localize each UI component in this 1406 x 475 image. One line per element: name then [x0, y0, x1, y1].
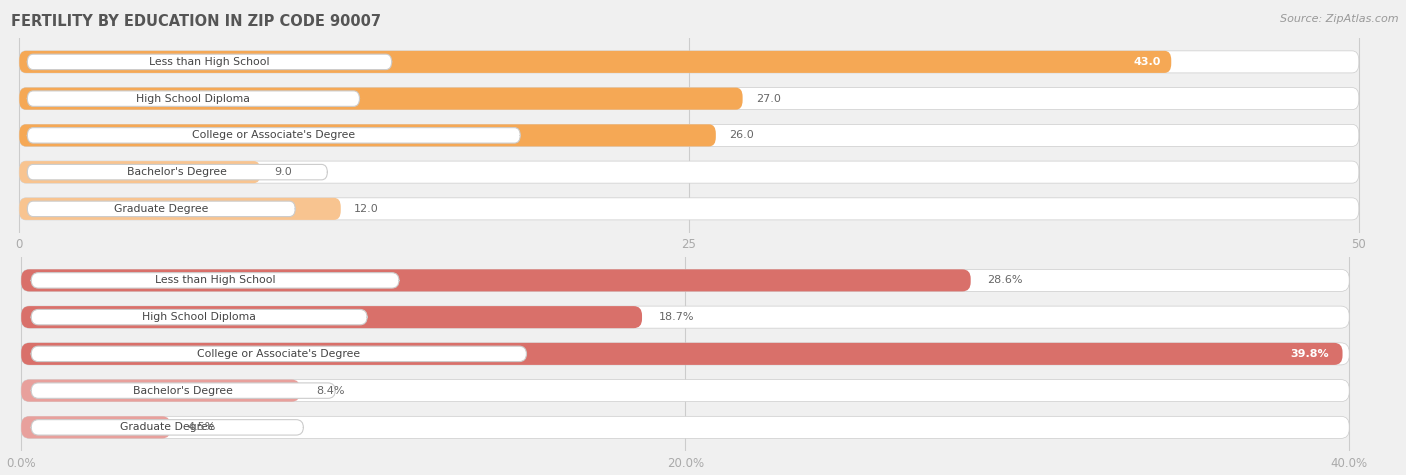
FancyBboxPatch shape	[21, 380, 1350, 402]
Text: 26.0: 26.0	[730, 130, 754, 141]
FancyBboxPatch shape	[21, 306, 1350, 328]
FancyBboxPatch shape	[20, 87, 742, 110]
FancyBboxPatch shape	[20, 124, 716, 146]
FancyBboxPatch shape	[20, 161, 1358, 183]
FancyBboxPatch shape	[21, 417, 1350, 438]
Text: 12.0: 12.0	[354, 204, 378, 214]
FancyBboxPatch shape	[31, 346, 526, 361]
FancyBboxPatch shape	[20, 198, 340, 220]
Text: 18.7%: 18.7%	[658, 312, 695, 322]
FancyBboxPatch shape	[27, 164, 328, 180]
FancyBboxPatch shape	[21, 343, 1343, 365]
Text: 43.0: 43.0	[1133, 57, 1160, 67]
Text: College or Associate's Degree: College or Associate's Degree	[193, 130, 356, 141]
Text: 8.4%: 8.4%	[316, 386, 346, 396]
Text: College or Associate's Degree: College or Associate's Degree	[197, 349, 360, 359]
FancyBboxPatch shape	[31, 419, 304, 435]
FancyBboxPatch shape	[31, 383, 335, 399]
Text: Bachelor's Degree: Bachelor's Degree	[128, 167, 228, 177]
Text: Less than High School: Less than High School	[155, 276, 276, 285]
Text: Less than High School: Less than High School	[149, 57, 270, 67]
FancyBboxPatch shape	[20, 161, 260, 183]
Text: High School Diploma: High School Diploma	[136, 94, 250, 104]
FancyBboxPatch shape	[20, 87, 1358, 110]
FancyBboxPatch shape	[20, 198, 1358, 220]
FancyBboxPatch shape	[27, 201, 295, 217]
Text: 39.8%: 39.8%	[1291, 349, 1329, 359]
Text: 27.0: 27.0	[756, 94, 780, 104]
FancyBboxPatch shape	[21, 306, 643, 328]
FancyBboxPatch shape	[20, 51, 1358, 73]
FancyBboxPatch shape	[27, 54, 392, 70]
Text: Graduate Degree: Graduate Degree	[120, 422, 215, 432]
FancyBboxPatch shape	[31, 273, 399, 288]
Text: Source: ZipAtlas.com: Source: ZipAtlas.com	[1281, 14, 1399, 24]
FancyBboxPatch shape	[21, 269, 1350, 291]
FancyBboxPatch shape	[31, 309, 367, 325]
FancyBboxPatch shape	[27, 91, 360, 106]
Text: 4.5%: 4.5%	[187, 422, 215, 432]
Text: Graduate Degree: Graduate Degree	[114, 204, 208, 214]
FancyBboxPatch shape	[20, 51, 1171, 73]
Text: Bachelor's Degree: Bachelor's Degree	[134, 386, 233, 396]
Text: 9.0: 9.0	[274, 167, 291, 177]
FancyBboxPatch shape	[20, 124, 1358, 146]
FancyBboxPatch shape	[21, 380, 299, 402]
Text: High School Diploma: High School Diploma	[142, 312, 256, 322]
FancyBboxPatch shape	[21, 269, 970, 291]
FancyBboxPatch shape	[21, 417, 170, 438]
FancyBboxPatch shape	[21, 343, 1350, 365]
Text: 28.6%: 28.6%	[987, 276, 1022, 285]
Text: FERTILITY BY EDUCATION IN ZIP CODE 90007: FERTILITY BY EDUCATION IN ZIP CODE 90007	[11, 14, 381, 29]
FancyBboxPatch shape	[27, 128, 520, 143]
